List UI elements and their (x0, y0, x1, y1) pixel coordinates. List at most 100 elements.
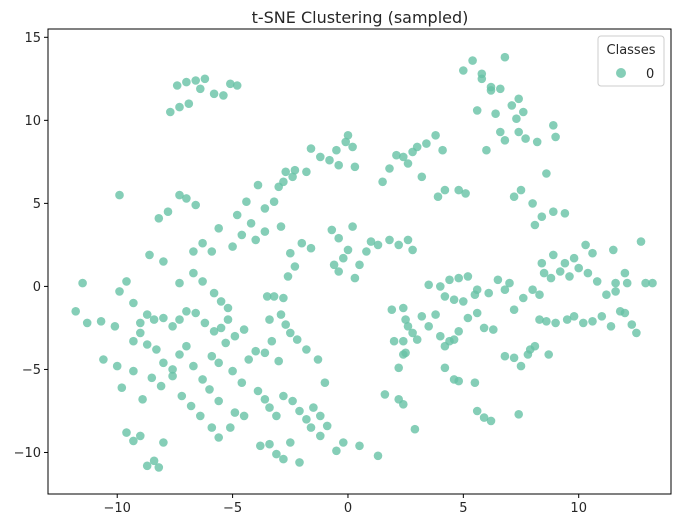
data-point (142, 340, 152, 349)
data-point (265, 403, 274, 412)
y-axis: −10 −5 0 5 10 15 (14, 31, 48, 461)
data-point (479, 323, 489, 333)
y-tick-label: 0 (33, 280, 41, 295)
data-point (535, 315, 544, 324)
legend-box (597, 35, 665, 87)
data-point (387, 305, 397, 315)
data-point (320, 378, 330, 388)
y-tick-label: 15 (24, 31, 41, 46)
data-point (223, 315, 233, 324)
data-point (251, 346, 260, 356)
data-point (399, 350, 408, 359)
data-point (295, 458, 304, 467)
data-point (267, 336, 277, 346)
data-point (569, 312, 579, 321)
data-point (265, 439, 274, 449)
data-point (159, 313, 168, 323)
data-point (445, 336, 454, 346)
data-point (279, 177, 288, 187)
data-point (431, 310, 440, 319)
data-point (343, 131, 353, 140)
data-point (516, 361, 526, 371)
data-point (479, 413, 489, 422)
data-point (168, 371, 177, 381)
data-point (438, 145, 447, 155)
data-point (189, 361, 198, 371)
data-point (239, 325, 249, 334)
data-point (154, 214, 164, 223)
data-point (191, 76, 200, 85)
data-point (207, 351, 217, 361)
data-point (350, 273, 360, 283)
data-point (159, 358, 168, 368)
data-point (422, 139, 431, 148)
data-point (641, 278, 650, 288)
data-point (232, 210, 242, 220)
data-point (198, 238, 207, 248)
data-point (332, 145, 341, 155)
data-point (343, 245, 353, 255)
data-point (399, 336, 408, 346)
data-point (117, 383, 127, 393)
data-point (207, 247, 217, 256)
data-point (484, 288, 494, 298)
data-point (177, 391, 187, 401)
data-point (230, 408, 240, 417)
data-point (521, 134, 530, 143)
data-point (509, 353, 519, 363)
data-point (592, 277, 602, 286)
data-point (581, 240, 590, 250)
data-point (597, 312, 607, 321)
data-point (283, 272, 293, 281)
data-point (403, 322, 413, 331)
data-point (334, 233, 344, 243)
data-point (491, 109, 500, 118)
data-point (348, 142, 357, 152)
data-point (632, 328, 641, 338)
data-point (486, 86, 496, 95)
data-point (260, 227, 270, 236)
data-point (200, 74, 210, 84)
data-point (482, 145, 491, 155)
data-point (512, 114, 521, 123)
data-point (549, 250, 558, 260)
data-point (244, 355, 253, 364)
data-point (410, 424, 420, 434)
data-point (78, 278, 87, 288)
data-point (129, 366, 138, 376)
data-point (519, 293, 528, 303)
data-point (574, 263, 583, 273)
data-point (350, 162, 360, 172)
data-point (362, 247, 371, 256)
data-point (286, 328, 295, 338)
data-point (403, 159, 413, 168)
data-point (129, 298, 138, 308)
data-point (620, 268, 630, 278)
data-point (588, 317, 597, 326)
data-point (242, 197, 251, 206)
data-point (142, 310, 152, 319)
data-point (145, 250, 154, 260)
data-point (355, 441, 364, 451)
data-point (286, 248, 295, 258)
data-point (366, 237, 376, 246)
legend: Classes 0 (597, 35, 665, 87)
data-point (408, 328, 417, 338)
data-point (489, 325, 498, 334)
data-point (196, 84, 205, 94)
y-tick-label: 10 (24, 114, 41, 129)
data-point (530, 220, 540, 230)
data-point (115, 190, 124, 200)
data-point (389, 336, 399, 346)
data-point (339, 438, 348, 447)
data-point (138, 395, 147, 404)
data-point (182, 307, 191, 316)
data-point (500, 52, 510, 62)
data-point (136, 328, 145, 338)
data-point (514, 127, 523, 137)
data-point (463, 313, 473, 323)
data-point (189, 268, 198, 278)
x-axis: −10 −5 0 5 10 (104, 494, 587, 516)
data-point (537, 258, 547, 268)
